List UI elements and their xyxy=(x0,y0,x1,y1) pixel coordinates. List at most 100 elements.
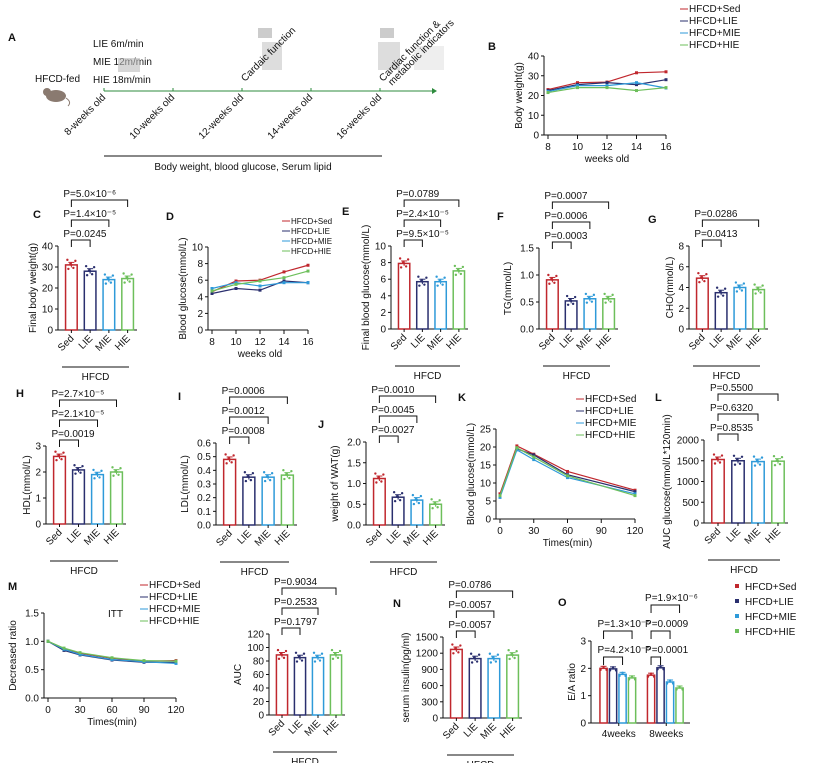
bar-lie xyxy=(656,667,665,724)
data-point xyxy=(268,478,272,482)
x-tick-label: HIE xyxy=(102,527,122,547)
data-point xyxy=(569,299,573,303)
data-point xyxy=(74,472,77,475)
y-tick-label: 120 xyxy=(247,630,264,641)
significance-bracket xyxy=(59,439,79,447)
data-point xyxy=(96,473,99,476)
x-tick-label: Sed xyxy=(56,333,76,353)
x-tick-label: MIE xyxy=(303,718,324,739)
x-tick-label: HIE xyxy=(594,332,614,352)
data-point xyxy=(72,266,75,270)
legend-label: HFCD+Sed xyxy=(585,394,636,405)
significance-bracket xyxy=(281,587,337,595)
legend-label: HFCD+HIE xyxy=(745,627,796,638)
data-point xyxy=(712,453,716,456)
data-point xyxy=(244,479,248,483)
data-point xyxy=(90,273,94,276)
x-tick-label: Sed xyxy=(441,721,461,741)
data-point xyxy=(738,286,742,289)
data-point xyxy=(400,492,404,495)
bar-mie xyxy=(618,673,627,724)
data-point xyxy=(67,267,70,271)
series-line-hie xyxy=(47,640,177,662)
group-label: HFCD xyxy=(241,567,269,578)
data-point xyxy=(430,498,433,501)
y-tick-label: 6 xyxy=(197,276,203,287)
p-value-label: P=0.8535 xyxy=(710,423,754,434)
y-tick-label: 0.6 xyxy=(197,439,211,450)
y-tick-label: 10 xyxy=(42,305,54,316)
p-value-label: P=2.7×10⁻⁵ xyxy=(52,389,105,400)
data-point xyxy=(635,89,638,93)
data-point xyxy=(251,472,255,475)
data-point xyxy=(488,652,492,655)
data-point xyxy=(439,280,442,283)
data-point xyxy=(288,476,291,480)
data-point xyxy=(566,303,570,307)
significance-bracket xyxy=(701,239,722,247)
data-point xyxy=(635,81,638,85)
data-point xyxy=(270,472,274,475)
y-axis-label: Body weight(g) xyxy=(514,62,525,129)
y-tick-label: 25 xyxy=(480,425,492,436)
y-tick-label: 8 xyxy=(678,242,684,253)
significance-bracket xyxy=(281,627,301,635)
y-axis-label: Blood glucose(mmol/L) xyxy=(178,237,189,339)
data-point xyxy=(393,499,397,503)
x-tick-label: HIE xyxy=(113,333,133,353)
timepoint-label: 12-weeks old xyxy=(197,92,246,141)
data-point xyxy=(443,276,446,279)
y-axis-label: HDL(mmol/L) xyxy=(22,455,33,514)
y-tick-label: 300 xyxy=(421,697,438,708)
data-point xyxy=(421,280,424,283)
data-point xyxy=(457,269,461,273)
x-tick-label: 90 xyxy=(596,526,608,537)
data-point xyxy=(92,265,96,269)
panel-label: L xyxy=(655,392,662,404)
p-value-label: P=4.2×10⁻⁵ xyxy=(598,645,651,656)
data-point xyxy=(511,653,514,657)
data-point xyxy=(719,291,723,294)
p-value-label: P=5.0×10⁻⁶ xyxy=(63,189,116,200)
group-label: HFCD xyxy=(82,372,110,383)
data-point xyxy=(277,657,281,661)
data-point xyxy=(306,263,310,267)
data-point xyxy=(571,302,575,306)
data-point xyxy=(263,479,267,483)
data-point xyxy=(210,287,214,290)
data-point xyxy=(602,665,605,669)
y-tick-label: 0.0 xyxy=(520,325,534,336)
significance-bracket xyxy=(551,221,591,229)
y-tick-label: 0 xyxy=(485,515,491,526)
x-tick-label: LIE xyxy=(236,528,255,547)
data-point xyxy=(55,458,58,462)
y-axis-label: Decreased ratio xyxy=(8,620,19,691)
data-point xyxy=(507,649,510,652)
legend-label: HFCD+MIE xyxy=(291,237,332,246)
data-point xyxy=(282,279,286,283)
data-point xyxy=(111,466,114,469)
data-point xyxy=(417,501,421,505)
bar-hie xyxy=(627,677,637,724)
data-point xyxy=(489,661,493,664)
bar-hie xyxy=(121,277,135,331)
data-point xyxy=(434,503,437,506)
data-point xyxy=(112,474,115,477)
data-point xyxy=(675,688,678,691)
y-tick-label: 0 xyxy=(197,326,203,337)
x-tick-label: HIE xyxy=(498,721,518,741)
y-tick-label: 0.5 xyxy=(25,665,39,676)
protocol-hie: HIE 18m/min xyxy=(93,75,151,86)
data-point xyxy=(234,282,238,286)
data-point xyxy=(461,265,465,269)
y-tick-label: 0.0 xyxy=(25,694,39,705)
data-point xyxy=(627,678,631,681)
data-point xyxy=(697,271,700,275)
data-point xyxy=(142,659,146,663)
data-point xyxy=(671,682,675,685)
x-tick-label: MIE xyxy=(94,333,115,354)
significance-bracket xyxy=(717,393,779,401)
y-tick-label: 4 xyxy=(380,291,386,302)
bar-lie xyxy=(714,291,728,330)
data-point xyxy=(605,86,609,90)
